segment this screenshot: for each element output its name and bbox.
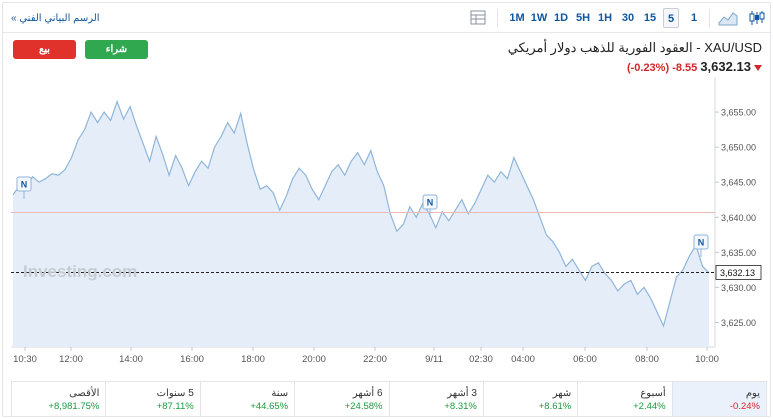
news-marker-label: N (698, 238, 705, 248)
y-tick-label: 3,655.00 (721, 108, 756, 118)
performance-cell[interactable]: أسبوع +2.44% (578, 382, 673, 416)
y-tick-label: 3,650.00 (721, 143, 756, 153)
y-tick-label: 3,635.00 (721, 248, 756, 258)
last-price-tag (715, 265, 762, 280)
performance-value: +2.44% (633, 401, 666, 412)
toolbar-divider (497, 9, 498, 27)
x-tick-label: 16:00 (180, 354, 204, 365)
change-value: -8.55 (672, 62, 698, 74)
x-tick-label: 02:30 (469, 354, 493, 365)
timeframe-15-button[interactable]: 15 (643, 12, 657, 24)
candlestick-chart-icon[interactable] (748, 9, 766, 27)
last-price: 3,632.13 (700, 59, 751, 74)
performance-period-label: سنة (271, 388, 289, 399)
news-marker (422, 194, 438, 210)
y-tick-label: 3,625.00 (721, 318, 756, 328)
performance-value: -0.24% (729, 401, 760, 412)
x-tick-label: 9/11 (425, 354, 443, 365)
price-chart[interactable]: 3,655.00 3,650.00 3,645.00 3,640.00 3,635.00… (3, 77, 770, 369)
performance-cell[interactable]: الأقصى +8,981.75% (12, 382, 107, 416)
performance-value: +44.65% (250, 401, 289, 412)
performance-cell[interactable]: 6 أشهر +24.58% (295, 382, 390, 416)
performance-period-label: الأقصى (69, 388, 100, 399)
last-price-tag-label: 3,632.13 (720, 268, 755, 278)
x-tick-label: 18:00 (241, 354, 265, 365)
x-tick-label: 20:00 (302, 354, 326, 365)
timeframe-1h-button[interactable]: 1H (597, 12, 613, 24)
price-area-fill (13, 101, 709, 347)
price-line (12, 99, 710, 328)
buy-button[interactable]: شراء (85, 40, 148, 59)
x-tick-label: 04:00 (511, 354, 535, 365)
performance-bar: الأقصى +8,981.75% 5 سنوات +87.11% سنة +44.65%… (11, 381, 767, 417)
performance-period-label: 3 أشهر (447, 388, 477, 399)
x-tick-label: 14:00 (119, 354, 143, 365)
investing-watermark: Investing.com (23, 262, 137, 281)
quote-line: (-0.23%) -8.55 3,632.13 (627, 59, 762, 75)
x-tick-label: 12:00 (59, 354, 83, 365)
timeframe-5-button[interactable]: 5 (663, 8, 679, 28)
x-tick-label: 22:00 (363, 354, 387, 365)
x-tick-label: 10:00 (695, 354, 719, 365)
performance-value: +24.58% (344, 401, 383, 412)
news-marker-label: N (427, 198, 434, 208)
performance-value: +8.61% (538, 401, 572, 412)
news-marker (16, 176, 32, 192)
down-arrow-icon (754, 65, 762, 72)
timeframe-1m-button[interactable]: 1M (509, 12, 525, 24)
news-marker (693, 234, 709, 250)
y-tick-label: 3,640.00 (721, 213, 756, 223)
timeframe-1d-button[interactable]: 1D (553, 12, 569, 24)
performance-period-label: أسبوع (640, 388, 666, 399)
performance-cell[interactable]: 5 سنوات +87.11% (106, 382, 201, 416)
table-view-icon[interactable] (470, 9, 486, 27)
x-tick-label: 06:00 (573, 354, 597, 365)
performance-value: +8,981.75% (48, 401, 100, 412)
performance-period-label: 5 سنوات (156, 388, 194, 399)
toolbar-divider (709, 9, 710, 27)
y-tick-label: 3,630.00 (721, 283, 756, 293)
timeframe-5h-button[interactable]: 5H (575, 12, 591, 24)
timeframe-30-button[interactable]: 30 (621, 12, 635, 24)
performance-value: +87.11% (156, 401, 194, 412)
y-tick-label: 3,645.00 (721, 178, 756, 188)
performance-period-label: 6 أشهر (352, 388, 383, 399)
x-tick-label: 10:30 (13, 354, 37, 365)
timeframe-1-button[interactable]: 1 (690, 12, 698, 24)
sell-button[interactable]: بيع (13, 40, 76, 59)
timeframe-1w-button[interactable]: 1W (530, 12, 548, 24)
performance-period-label: يوم (745, 388, 760, 399)
performance-cell[interactable]: سنة +44.65% (201, 382, 296, 416)
performance-cell[interactable]: يوم -0.24% (672, 382, 766, 416)
change-percent: (-0.23%) (626, 62, 670, 74)
area-chart-icon[interactable] (718, 9, 738, 27)
technical-chart-link[interactable]: الرسم البياني الفني » (11, 13, 100, 24)
instrument-title: XAU/USD - العقود الفورية للذهب دولار أمر… (507, 40, 762, 55)
performance-cell[interactable]: شهر +8.61% (484, 382, 579, 416)
chart-toolbar: الرسم البياني الفني » 1M 1W 1D 5H 1H 30 … (3, 3, 770, 33)
x-tick-label: 08:00 (635, 354, 659, 365)
performance-period-label: شهر (552, 388, 572, 399)
news-marker-label: N (21, 180, 28, 190)
performance-cell[interactable]: 3 أشهر +8.31% (390, 382, 484, 416)
performance-value: +8.31% (444, 401, 477, 412)
